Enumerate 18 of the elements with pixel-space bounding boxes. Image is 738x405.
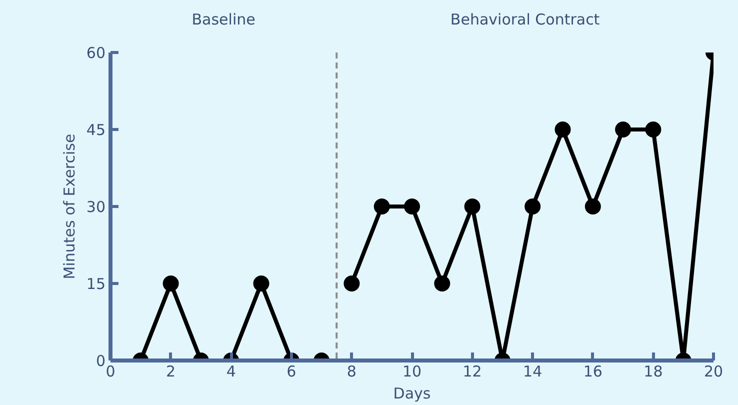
x-tick-label: 10 <box>402 362 422 380</box>
y-axis-title: Minutes of Exercise <box>60 134 78 280</box>
x-tick-label: 16 <box>583 362 602 380</box>
x-tick-label: 18 <box>644 362 663 380</box>
y-tick-label: 45 <box>86 121 106 139</box>
x-tick-label: 4 <box>226 362 236 380</box>
y-tick-label: 60 <box>86 44 106 62</box>
x-tick-label: 20 <box>704 362 724 380</box>
x-tick-label: 12 <box>462 362 482 380</box>
y-tick-label: 30 <box>86 198 106 216</box>
y-tick-label: 15 <box>86 275 106 293</box>
x-tick-label: 14 <box>523 362 542 380</box>
x-tick-label: 6 <box>286 362 296 380</box>
text: Behavioral Contract <box>450 10 600 28</box>
x-axis-title: Days <box>393 384 431 402</box>
text: Baseline <box>192 10 256 28</box>
x-tick-label: 2 <box>166 362 176 380</box>
x-tick-label: 8 <box>346 362 356 380</box>
